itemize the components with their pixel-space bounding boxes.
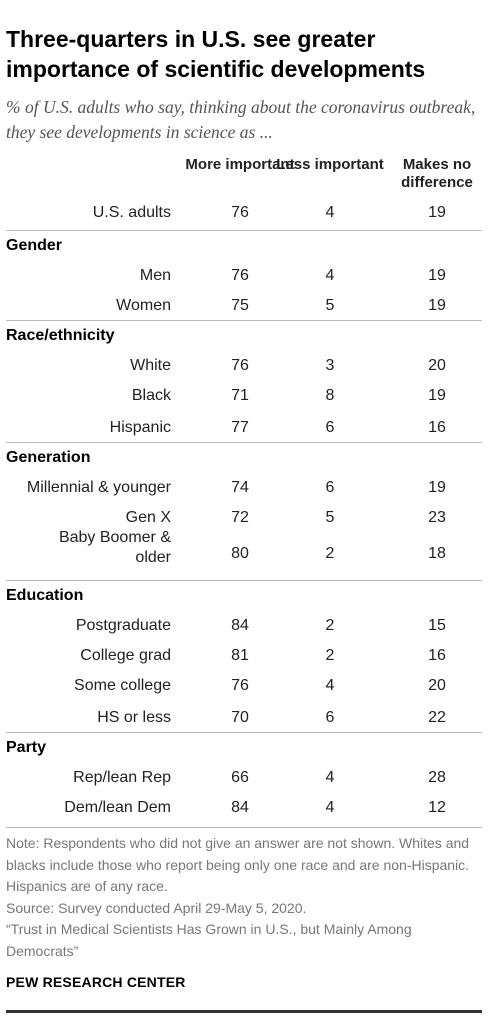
cell-value: 80 bbox=[231, 545, 249, 562]
column-header: More important bbox=[185, 156, 295, 173]
cell-value: 6 bbox=[325, 479, 335, 496]
cell-value: 4 bbox=[325, 267, 335, 284]
row-label: Baby Boomer & older bbox=[58, 529, 171, 566]
cell-value: 2 bbox=[325, 545, 335, 562]
cell-value: 76 bbox=[231, 677, 249, 694]
cell-value: 19 bbox=[428, 479, 446, 496]
group-divider bbox=[6, 320, 482, 321]
cell-value: 12 bbox=[428, 799, 446, 816]
cell-value: 19 bbox=[428, 204, 446, 221]
cell-value: 2 bbox=[325, 617, 335, 634]
cell-value: 8 bbox=[325, 387, 335, 404]
cell-value: 77 bbox=[231, 419, 249, 436]
cell-value: 76 bbox=[231, 204, 249, 221]
row-label: Postgraduate bbox=[75, 617, 171, 634]
row-label: HS or less bbox=[97, 709, 171, 726]
note-text: Note: Respondents who did not give an an… bbox=[6, 835, 470, 894]
cell-value: 72 bbox=[231, 509, 249, 526]
cell-value: 19 bbox=[428, 387, 446, 404]
cell-value: 84 bbox=[231, 617, 249, 634]
row-label: Millennial & younger bbox=[26, 479, 171, 496]
notes-divider bbox=[6, 827, 482, 828]
group-divider bbox=[6, 230, 482, 231]
cell-value: 6 bbox=[325, 419, 335, 436]
column-header: Makes no difference bbox=[401, 156, 473, 191]
cell-value: 71 bbox=[231, 387, 249, 404]
group-label: Gender bbox=[6, 237, 63, 254]
row-label: College grad bbox=[80, 647, 171, 664]
cell-value: 4 bbox=[325, 677, 335, 694]
cell-value: 4 bbox=[325, 769, 335, 786]
report-title-text: “Trust in Medical Scientists Has Grown i… bbox=[6, 921, 412, 959]
row-label: White bbox=[130, 357, 171, 374]
cell-value: 22 bbox=[428, 709, 446, 726]
source-text: Source: Survey conducted April 29-May 5,… bbox=[6, 899, 307, 916]
row-label: Black bbox=[131, 387, 171, 404]
bottom-rule bbox=[6, 1010, 482, 1013]
row-label: Dem/lean Dem bbox=[64, 799, 171, 816]
cell-value: 3 bbox=[325, 357, 335, 374]
cell-value: 76 bbox=[231, 267, 249, 284]
chart-title: Three-quarters in U.S. see greater impor… bbox=[6, 26, 426, 82]
group-divider bbox=[6, 732, 482, 733]
row-label: Men bbox=[139, 267, 171, 284]
cell-value: 66 bbox=[231, 769, 249, 786]
cell-value: 20 bbox=[428, 677, 446, 694]
cell-value: 74 bbox=[231, 479, 249, 496]
cell-value: 19 bbox=[428, 267, 446, 284]
group-label: Race/ethnicity bbox=[6, 327, 115, 344]
cell-value: 76 bbox=[231, 357, 249, 374]
row-label: Hispanic bbox=[109, 419, 171, 436]
cell-value: 6 bbox=[325, 709, 335, 726]
cell-value: 2 bbox=[325, 647, 335, 664]
cell-value: 20 bbox=[428, 357, 446, 374]
row-label: Women bbox=[116, 297, 171, 314]
cell-value: 4 bbox=[325, 204, 335, 221]
group-label: Party bbox=[6, 739, 47, 756]
cell-value: 84 bbox=[231, 799, 249, 816]
group-label: Education bbox=[6, 587, 84, 604]
group-divider bbox=[6, 442, 482, 443]
footnote: Note: Respondents who did not give an an… bbox=[6, 833, 486, 962]
row-label: Rep/lean Rep bbox=[73, 769, 171, 786]
cell-value: 23 bbox=[428, 509, 446, 526]
column-header: Less important bbox=[276, 156, 384, 173]
chart-subtitle: % of U.S. adults who say, thinking about… bbox=[6, 97, 476, 142]
row-label: Gen X bbox=[125, 509, 171, 526]
row-label: Some college bbox=[74, 677, 171, 694]
cell-value: 75 bbox=[231, 297, 249, 314]
cell-value: 19 bbox=[428, 297, 446, 314]
brand-label: PEW RESEARCH CENTER bbox=[6, 974, 186, 990]
cell-value: 70 bbox=[231, 709, 249, 726]
cell-value: 15 bbox=[428, 617, 446, 634]
row-label: U.S. adults bbox=[92, 204, 171, 221]
cell-value: 5 bbox=[325, 509, 335, 526]
cell-value: 81 bbox=[231, 647, 249, 664]
cell-value: 16 bbox=[428, 419, 446, 436]
group-label: Generation bbox=[6, 449, 91, 466]
cell-value: 18 bbox=[428, 545, 446, 562]
cell-value: 4 bbox=[325, 799, 335, 816]
cell-value: 5 bbox=[325, 297, 335, 314]
cell-value: 16 bbox=[428, 647, 446, 664]
cell-value: 28 bbox=[428, 769, 446, 786]
group-divider bbox=[6, 580, 482, 581]
